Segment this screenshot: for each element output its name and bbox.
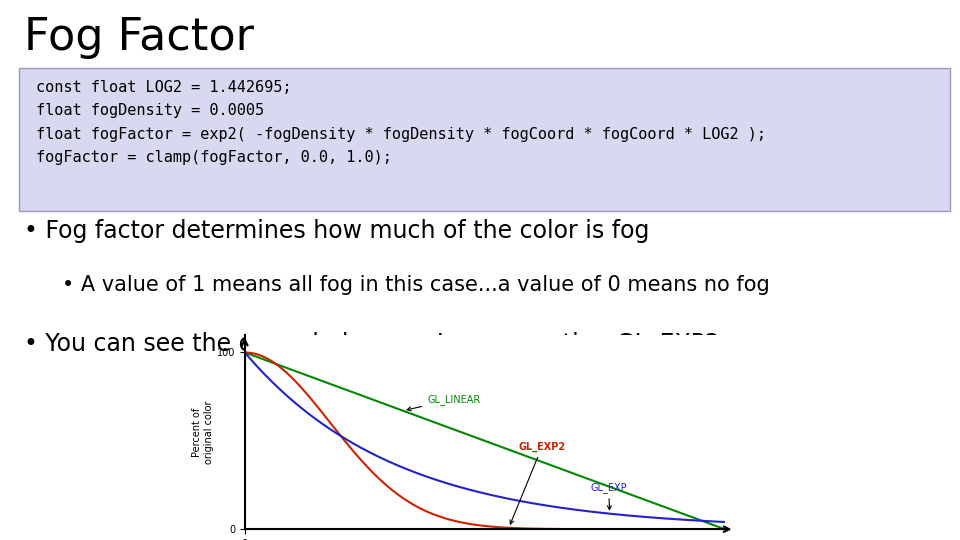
Text: • Fog factor determines how much of the color is fog: • Fog factor determines how much of the … [24, 219, 649, 242]
Text: GL_EXP: GL_EXP [590, 482, 627, 510]
Text: • You can see the curve below...we’ re computing GL_EXP2: • You can see the curve below...we’ re c… [24, 332, 720, 357]
FancyBboxPatch shape [19, 68, 950, 211]
Text: • A value of 1 means all fog in this case...a value of 0 means no fog: • A value of 1 means all fog in this cas… [62, 275, 770, 295]
Text: Fog Factor: Fog Factor [24, 16, 254, 59]
Text: GL_EXP2: GL_EXP2 [510, 442, 565, 524]
Text: GL_LINEAR: GL_LINEAR [407, 394, 480, 411]
Text: const float LOG2 = 1.442695;
float fogDensity = 0.0005
float fogFactor = exp2( -: const float LOG2 = 1.442695; float fogDe… [36, 80, 765, 165]
Y-axis label: Percent of
original color: Percent of original color [192, 400, 214, 464]
